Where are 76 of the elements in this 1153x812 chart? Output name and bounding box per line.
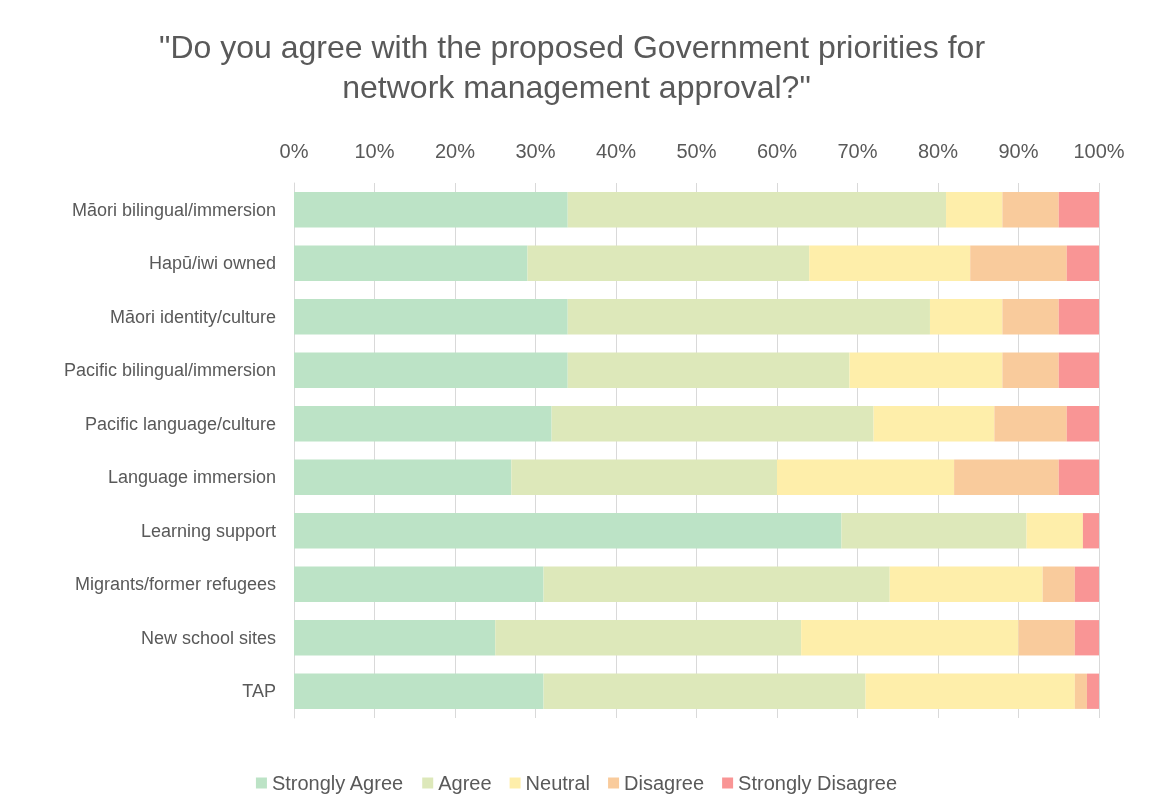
bar: [946, 192, 1003, 228]
bar: [873, 406, 995, 442]
x-tick-label: 0%: [279, 140, 309, 162]
y-tick-label: Language immersion: [107, 467, 276, 488]
bar: [1066, 245, 1099, 281]
bar: [567, 299, 930, 335]
bar: [294, 406, 552, 442]
x-tick-label: 30%: [515, 140, 556, 162]
y-tick-label: Pacific bilingual/immersion: [63, 360, 276, 381]
bar: [1002, 352, 1059, 388]
legend-label: Strongly Agree: [271, 772, 404, 794]
bar: [1082, 513, 1099, 549]
x-tick-label: 20%: [434, 140, 476, 162]
bar: [294, 620, 496, 656]
bar: [543, 566, 890, 602]
legend-label: Disagree: [624, 772, 705, 794]
legend-label: Neutral: [525, 772, 591, 794]
x-tick-label: 100%: [1073, 140, 1125, 162]
bar: [865, 673, 1075, 709]
y-tick-label: TAP: [242, 681, 276, 702]
x-tick-label: 60%: [756, 140, 798, 162]
y-tick-label: Māori identity/culture: [109, 306, 276, 327]
bar: [1042, 566, 1075, 602]
bar: [1002, 192, 1059, 228]
bar: [889, 566, 1043, 602]
bar: [1058, 459, 1099, 495]
bar: [543, 673, 866, 709]
bar: [777, 459, 955, 495]
bar: [294, 192, 568, 228]
bar: [1066, 406, 1099, 442]
legend-label: Strongly Disagree: [738, 772, 898, 794]
x-tick-label: 90%: [998, 140, 1039, 162]
bar: [929, 299, 1003, 335]
bar: [1074, 566, 1099, 602]
y-tick-label: New school sites: [140, 627, 276, 648]
bar: [849, 352, 1003, 388]
bar: [1074, 620, 1099, 656]
bar: [294, 245, 528, 281]
bar: [1018, 620, 1075, 656]
x-tick-label: 50%: [676, 140, 717, 162]
y-tick-label: Learning support: [140, 520, 276, 541]
bar: [294, 459, 512, 495]
bar: [294, 566, 544, 602]
bar: [1074, 673, 1087, 709]
bar: [294, 513, 842, 549]
x-tick-label: 80%: [917, 140, 959, 162]
bar: [1058, 352, 1099, 388]
y-tick-label: Māori bilingual/immersion: [71, 199, 276, 220]
bar: [1026, 513, 1083, 549]
bar: [511, 459, 777, 495]
bar: [970, 245, 1067, 281]
bar: [1086, 673, 1099, 709]
bar: [294, 352, 568, 388]
x-tick-label: 70%: [837, 140, 878, 162]
bar: [841, 513, 1027, 549]
bar: [551, 406, 874, 442]
bar: [801, 620, 1019, 656]
bar: [527, 245, 810, 281]
bar: [495, 620, 802, 656]
x-tick-label: 40%: [595, 140, 637, 162]
y-tick-label: Pacific language/culture: [84, 413, 276, 434]
bar: [294, 299, 568, 335]
bar: [567, 352, 850, 388]
bar: [1002, 299, 1059, 335]
bar: [809, 245, 971, 281]
y-tick-label: Hapū/iwi owned: [148, 253, 276, 274]
y-tick-label: Migrants/former refugees: [74, 574, 276, 595]
bar: [1058, 299, 1099, 335]
bar: [994, 406, 1067, 442]
bar: [294, 673, 544, 709]
bar: [954, 459, 1059, 495]
bar: [1058, 192, 1099, 228]
x-tick-label: 10%: [354, 140, 395, 162]
bar: [567, 192, 947, 228]
legend-label: Agree: [438, 772, 492, 794]
chart-title: "Do you agree with the proposed Government priorities for network management approval?": [159, 29, 994, 105]
